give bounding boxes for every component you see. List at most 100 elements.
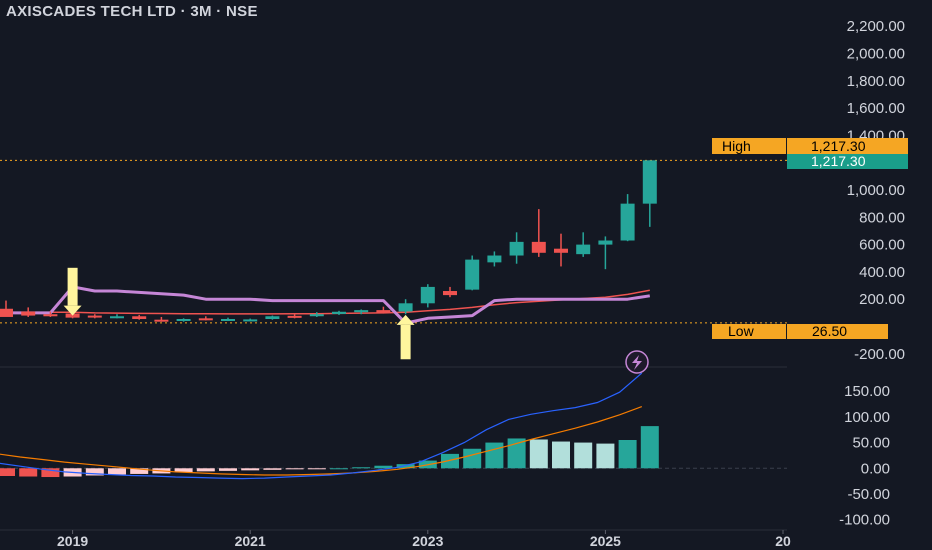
overlay-lines [6,285,651,325]
candle-body [287,315,302,318]
low-label: Low [728,323,755,339]
candle-body [0,308,13,317]
time-tick-label: 2023 [412,533,443,549]
candles [0,160,657,322]
candle-body [154,319,169,322]
candle-body [132,316,147,319]
histogram-bar [618,440,637,469]
osc-tick-label: 0.00 [861,460,890,477]
osc-tick-label: -50.00 [847,486,890,503]
time-axis: 2019 2021 2023 2025 20 [0,529,791,549]
purple-trend-line [6,285,651,325]
chart-title: AXISCADES TECH LTD · 3M · NSE [6,3,258,20]
price-axis: 2,200.002,000.001,800.001,600.001,400.00… [847,18,905,363]
oscillator-axis: 150.00 100.00 50.00 0.00 -50.00 -100.00 [839,383,890,529]
candle-body [531,241,546,253]
histogram-bar [574,442,593,469]
candle-body [620,203,635,241]
histogram-bar [174,468,193,473]
low-value: 26.50 [812,323,847,339]
histogram-bar [241,468,260,471]
osc-tick-label: 100.00 [844,409,890,426]
price-tick-label: 1,800.00 [847,73,905,90]
candle-body [509,241,524,256]
histogram-bar [596,443,615,469]
histogram-bar [640,426,659,469]
candle-body [332,311,346,314]
price-tick-label: 200.00 [859,291,905,308]
candle-body [576,244,591,255]
histogram-bar [41,468,60,478]
histogram-bar [463,448,482,469]
price-badges: High 1,217.30 1,217.30 Low 26.50 [712,138,908,339]
candle-body [354,310,369,313]
histogram-bar [396,464,415,469]
down-arrow-head [63,305,82,316]
osc-tick-label: 50.00 [852,435,890,452]
histogram-bar [263,468,282,470]
histogram-bar [441,453,459,469]
lightning-icon[interactable] [625,350,649,374]
high-value-badge [787,138,908,154]
histogram-bar [85,468,104,476]
histogram-bar [330,468,348,470]
candle-body [642,160,657,204]
price-tick-label: -200.00 [854,346,905,363]
histogram-bar [374,465,393,469]
up-arrow-head [396,314,415,325]
osc-tick-label: -100.00 [839,512,890,529]
candle-body [443,291,457,296]
signal-line [0,406,643,476]
candle-body [265,316,280,319]
price-tick-label: 2,000.00 [847,45,905,62]
candle-body [465,259,480,290]
candle-body [487,255,502,263]
histogram-bar [130,468,149,474]
high-value: 1,217.30 [811,138,866,154]
histogram-bar [552,441,570,469]
time-tick-label: 2021 [235,533,266,549]
time-tick-label: 2019 [57,533,88,549]
price-tick-label: 1,600.00 [847,100,905,117]
candle-body [43,314,58,317]
high-label-badge [712,138,786,154]
last-price-badge [787,154,908,169]
red-moving-average [6,289,650,315]
candle-body [221,319,235,321]
histogram-bar [19,468,38,477]
histogram-bar [219,468,237,471]
time-tick-label: 2025 [590,533,621,549]
down-arrow-shaft [67,267,78,306]
histogram-bar [352,467,371,469]
candle-body [598,240,613,245]
last-price-value: 1,217.30 [811,153,866,169]
price-tick-label: 800.00 [859,209,905,226]
signal-arrows [63,267,415,360]
histogram-bar [307,468,326,470]
histogram-bar [285,468,304,470]
candle-body [309,314,324,317]
up-arrow-shaft [400,324,411,360]
price-tick-label: 600.00 [859,237,905,254]
candle-body [554,248,568,253]
low-value-badge [787,324,888,339]
candle-body [21,311,36,316]
oscillator-panel [0,372,659,480]
histogram-bar [507,438,526,469]
macd-line [0,372,643,480]
low-label-badge [712,324,786,339]
candle-body [176,319,191,321]
histogram-bar [529,439,548,469]
histogram-bar [485,442,504,469]
candle-body [398,303,413,312]
candle-body [110,316,124,319]
candle-body [198,318,213,321]
osc-tick-label: 150.00 [844,383,890,400]
histogram-bar [0,468,15,476]
price-tick-label: 2,200.00 [847,18,905,35]
candle-body [376,310,391,313]
candle-body [243,319,258,322]
price-tick-label: 400.00 [859,264,905,281]
high-label: High [722,138,751,154]
